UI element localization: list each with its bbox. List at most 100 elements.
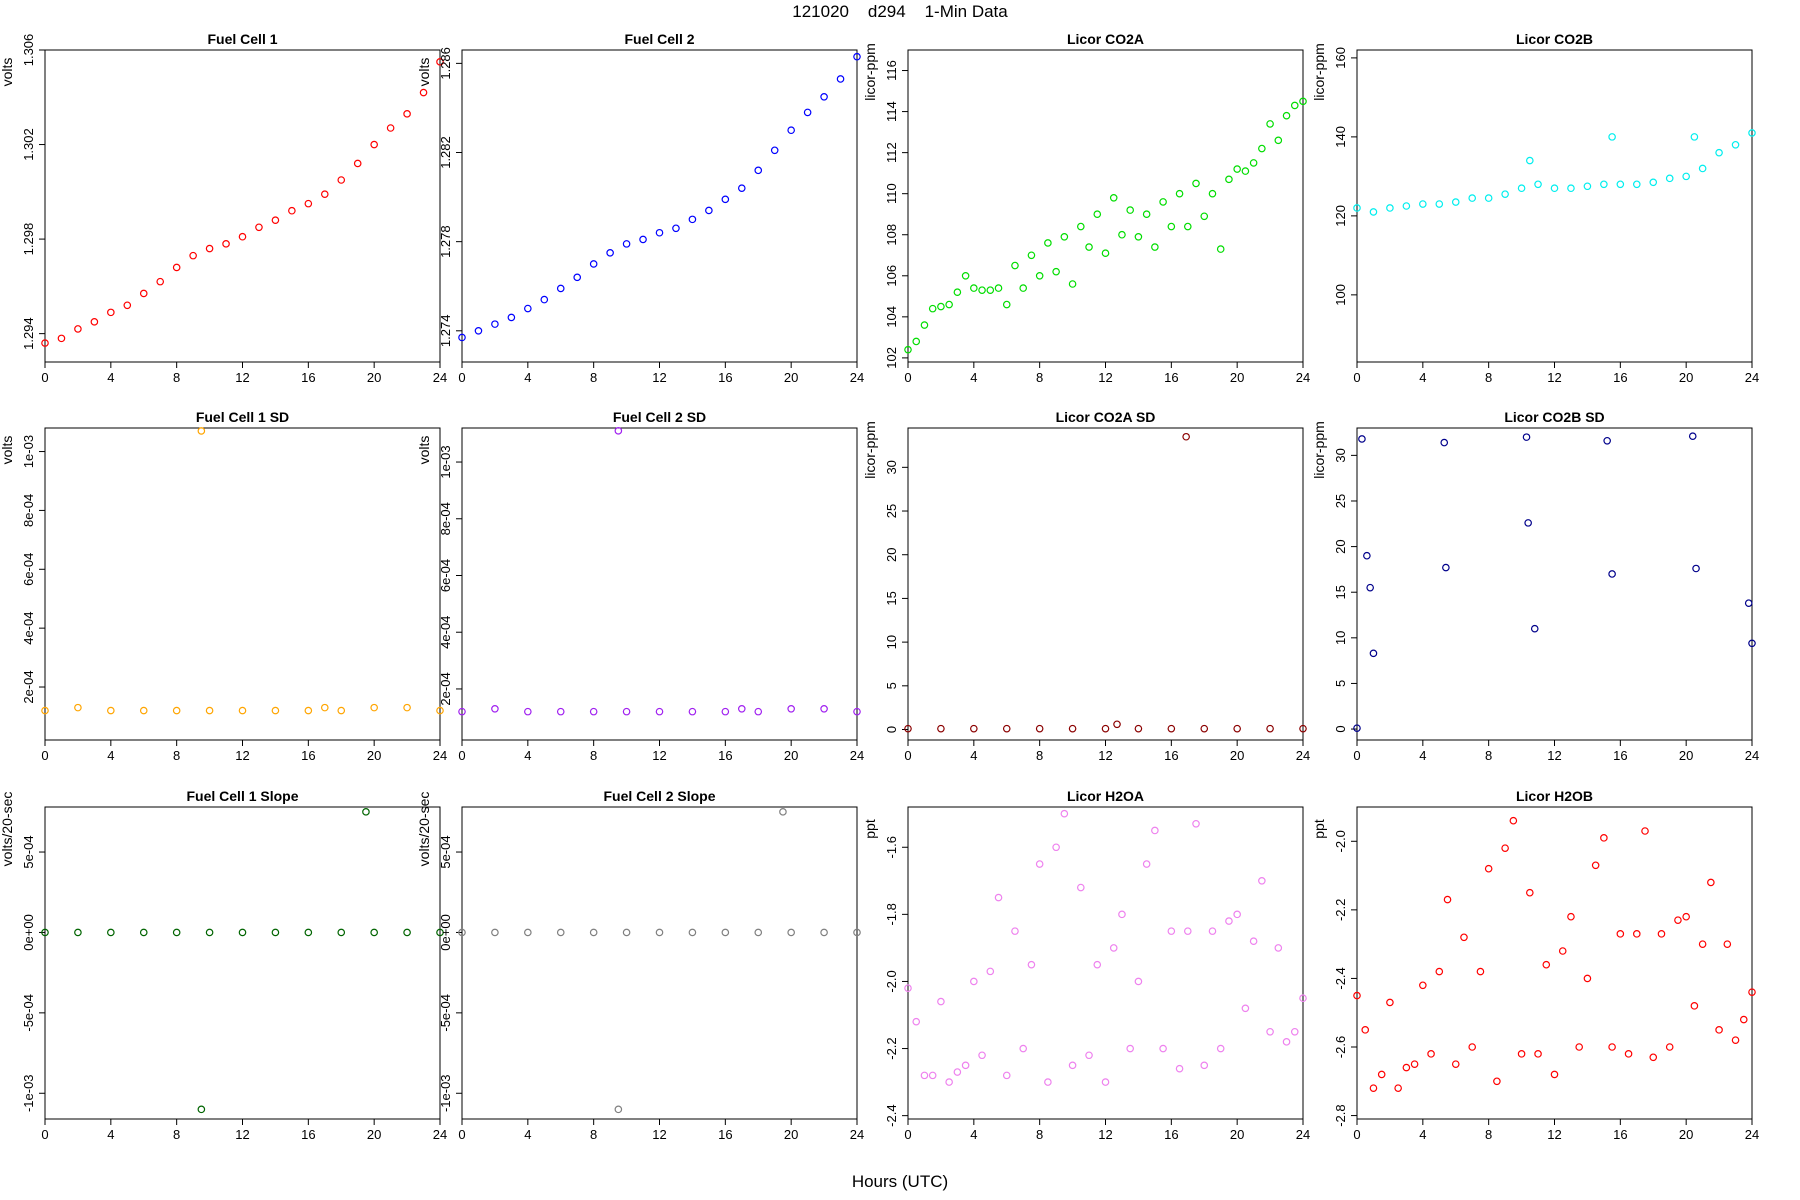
data-point [156, 277, 165, 286]
data-point [787, 126, 795, 135]
y-tick-label: 8e-04 [438, 502, 453, 535]
y-tick-label: 5 [1333, 680, 1348, 687]
y-tick-label: 30 [1333, 448, 1348, 462]
data-point [1501, 190, 1509, 198]
y-tick-label: 5e-04 [438, 835, 453, 868]
y-axis-label: ppt [862, 819, 878, 839]
data-point [1608, 133, 1616, 141]
data-point [1748, 129, 1756, 137]
data-point [904, 984, 912, 992]
data-point [622, 928, 631, 937]
data-point [1085, 243, 1093, 251]
data-point [1530, 624, 1539, 633]
plot-frame [44, 427, 441, 741]
y-axis-label: licor-ppm [1311, 421, 1327, 479]
data-point [1027, 251, 1036, 260]
data-point [189, 251, 197, 260]
y-tick-label: -2.4 [884, 1104, 899, 1126]
data-point [1113, 720, 1121, 729]
y-tick-label: -2.8 [1333, 1104, 1348, 1126]
data-point [1451, 198, 1460, 206]
x-tick-label: 12 [652, 370, 666, 385]
x-tick-label: 12 [1547, 748, 1561, 763]
data-point [1542, 960, 1551, 969]
data-point [1216, 1044, 1225, 1053]
y-tick-label: 10 [884, 635, 899, 649]
plot-frame [461, 427, 858, 741]
data-point [271, 928, 280, 937]
data-point [556, 928, 565, 937]
data-point [1068, 280, 1077, 288]
data-point [961, 271, 970, 280]
x-tick-label: 24 [850, 748, 864, 763]
data-point [1402, 202, 1411, 210]
data-point [928, 304, 937, 313]
data-point [1019, 1044, 1028, 1053]
x-tick-label: 8 [1036, 1127, 1043, 1142]
data-point [920, 321, 929, 329]
y-tick-label: 106 [884, 265, 899, 287]
x-tick-label: 20 [1679, 370, 1693, 385]
x-tick-label: 8 [1036, 748, 1043, 763]
data-point [139, 289, 148, 298]
data-point [90, 318, 99, 326]
data-point [639, 235, 647, 244]
x-tick-label: 8 [590, 1127, 597, 1142]
y-tick-label: 20 [884, 547, 899, 561]
data-point [1402, 1063, 1411, 1072]
data-point [1698, 164, 1707, 173]
data-point [271, 706, 280, 715]
plot-frame [44, 49, 441, 363]
data-point [606, 249, 614, 257]
data-point [970, 977, 978, 986]
data-point [491, 320, 499, 328]
x-tick-label: 0 [904, 748, 911, 763]
data-point [1524, 519, 1532, 527]
data-point [172, 928, 181, 937]
data-point [1134, 724, 1143, 733]
data-point [853, 707, 861, 716]
data-point [1274, 136, 1283, 145]
data-point [1715, 1026, 1723, 1034]
data-point [820, 928, 828, 937]
data-point [1632, 930, 1641, 938]
data-point [1715, 148, 1723, 157]
x-tick-label: 12 [235, 748, 249, 763]
data-point [1011, 261, 1019, 270]
data-point [288, 206, 296, 215]
data-point [1748, 639, 1756, 648]
x-tick-label: 0 [904, 1127, 911, 1142]
data-point [986, 286, 995, 294]
data-point [1484, 864, 1493, 873]
panel-title: Fuel Cell 2 [624, 31, 694, 47]
data-point [1068, 1061, 1077, 1070]
data-point [853, 928, 861, 937]
x-tick-label: 12 [1547, 370, 1561, 385]
panel-title: Licor H2OA [1067, 788, 1144, 804]
data-point [1353, 991, 1361, 1000]
y-tick-label: 10 [1333, 631, 1348, 645]
plot-frame [907, 806, 1304, 1120]
data-point [1460, 933, 1468, 942]
data-point [1665, 1043, 1674, 1051]
data-point [1159, 198, 1167, 206]
data-point [1282, 1038, 1291, 1046]
x-tick-label: 20 [367, 1127, 381, 1142]
x-tick-label: 24 [850, 370, 864, 385]
x-tick-label: 24 [1296, 748, 1310, 763]
x-tick-label: 20 [784, 1127, 798, 1142]
x-tick-label: 16 [1164, 1127, 1178, 1142]
chart-panel-3: Licor CO2A licor-ppm 0 4 8 12 16 20 24 102 104 106 1… [862, 31, 1310, 385]
data-point [1451, 1060, 1460, 1068]
data-point [1167, 222, 1176, 231]
data-point [1299, 97, 1307, 106]
data-point [107, 706, 115, 715]
plot-frame [461, 49, 858, 363]
data-point [524, 928, 532, 937]
x-tick-label: 16 [718, 748, 732, 763]
data-point [770, 146, 779, 155]
y-axis-label: licor-ppm [1311, 43, 1327, 101]
y-tick-label: 1.294 [21, 317, 36, 350]
data-point [1440, 438, 1449, 447]
data-point [419, 88, 428, 97]
